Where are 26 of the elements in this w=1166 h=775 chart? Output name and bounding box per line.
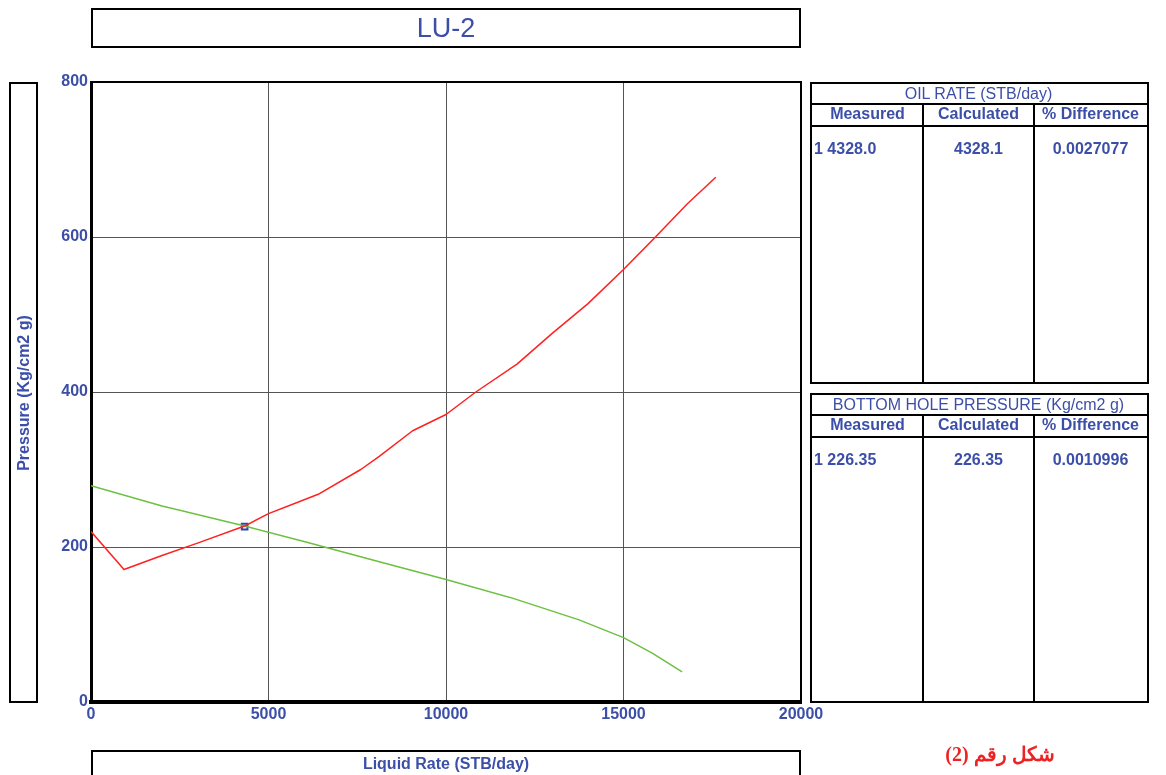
text: 4328.1 <box>953 140 1004 158</box>
text: % Difference <box>1041 105 1140 123</box>
text: Measured <box>829 105 906 123</box>
x-tick-label: 20000 <box>778 705 824 723</box>
y-axis-title: Pressure (Kg/cm2 g) <box>14 314 33 471</box>
text: 0.0027077 <box>1051 140 1130 158</box>
x-axis-title: Liquid Rate (STB/day) <box>91 750 801 775</box>
text: 0.0010996 <box>1051 451 1130 469</box>
y-tick-label: 400 <box>61 382 89 400</box>
text: شكل رقم (2) <box>944 742 1056 766</box>
y-tick-label: 800 <box>61 72 89 90</box>
text: 226.35 <box>953 451 1004 469</box>
chart-title: LU-2 <box>91 8 801 48</box>
y-tick-label: 600 <box>61 227 89 245</box>
text: BOTTOM HOLE PRESSURE (Kg/cm2 g) <box>831 396 1126 414</box>
text: Calculated <box>937 105 1020 123</box>
x-tick-label: 15000 <box>601 705 646 723</box>
text: Calculated <box>937 416 1020 434</box>
text: 1 4328.0 <box>814 140 877 158</box>
text: 1 226.35 <box>814 451 877 469</box>
text: OIL RATE (STB/day) <box>903 85 1054 103</box>
text: % Difference <box>1041 416 1140 434</box>
text: Measured <box>829 416 906 434</box>
x-tick-label: 10000 <box>423 705 469 723</box>
y-tick-label: 200 <box>61 537 89 555</box>
x-tick-label: 5000 <box>250 705 287 723</box>
